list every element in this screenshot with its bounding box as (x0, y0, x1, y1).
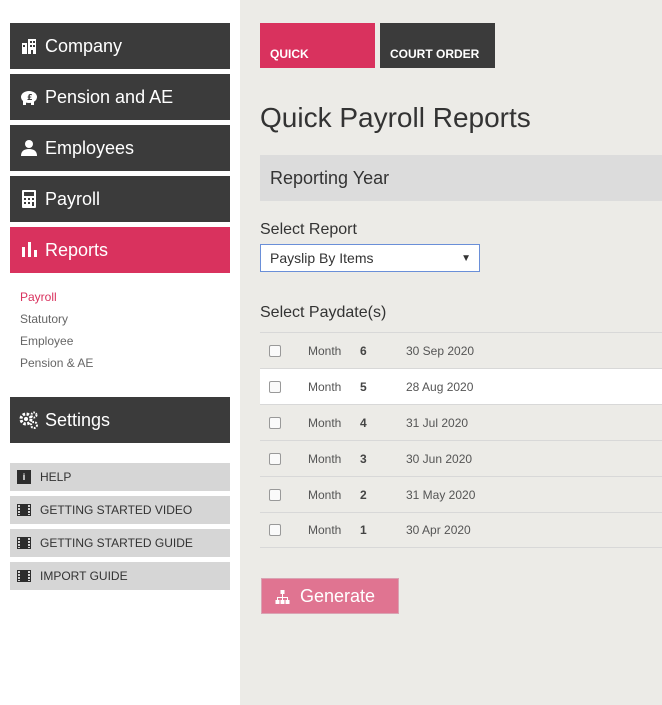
help-label: IMPORT GUIDE (40, 569, 128, 583)
page-title: Quick Payroll Reports (260, 102, 531, 133)
subnav-employee[interactable]: Employee (20, 334, 74, 348)
paydate-checkbox[interactable] (269, 488, 281, 501)
nav-employees[interactable]: Employees (10, 125, 230, 171)
period-number: 1 (360, 523, 367, 537)
calculator-icon (19, 189, 39, 209)
getting-started-guide-button[interactable]: GETTING STARTED GUIDE (10, 529, 230, 557)
paydate-row[interactable]: Month 1 30 Apr 2020 (260, 512, 662, 548)
paydate-row[interactable]: Month 6 30 Sep 2020 (260, 332, 662, 368)
paydate: 31 Jul 2020 (406, 415, 469, 430)
select-paydate-label: Select Paydate(s) (260, 304, 387, 321)
period-label: Month (308, 415, 342, 430)
nav-label: Pension and AE (45, 86, 174, 107)
nav-settings[interactable]: Settings (10, 397, 230, 443)
subnav-statutory[interactable]: Statutory (20, 312, 69, 326)
period-number: 5 (360, 379, 367, 394)
select-report-label: Select Report (260, 221, 357, 238)
paydate-row[interactable]: Month 5 28 Aug 2020 (260, 368, 662, 404)
help-label: GETTING STARTED GUIDE (40, 536, 193, 550)
import-guide-button[interactable]: IMPORT GUIDE (10, 562, 230, 590)
subnav-pension-ae[interactable]: Pension & AE (20, 356, 94, 370)
getting-started-video-button[interactable]: GETTING STARTED VIDEO (10, 496, 230, 524)
film-icon (17, 504, 31, 516)
period-number: 2 (360, 487, 367, 502)
paydate: 30 Jun 2020 (406, 451, 473, 466)
sitemap-icon (275, 589, 290, 604)
paydate-checkbox[interactable] (269, 344, 281, 357)
reporting-year-header[interactable]: Reporting Year (260, 155, 662, 201)
main-content: QUICK COURT ORDER Quick Payroll Reports … (240, 0, 662, 705)
period-label: Month (308, 343, 342, 358)
period-label: Month (308, 487, 342, 502)
nav-label: Settings (45, 409, 111, 430)
paydate-checkbox[interactable] (269, 452, 281, 465)
paydate: 31 May 2020 (406, 487, 476, 502)
nav-pension[interactable]: £ Pension and AE (10, 74, 230, 120)
nav-label: Company (45, 35, 123, 56)
paydate: 30 Apr 2020 (406, 523, 471, 537)
paydate-checkbox[interactable] (269, 524, 281, 536)
nav-label: Payroll (45, 188, 101, 209)
paydate: 28 Aug 2020 (406, 379, 474, 394)
person-icon (19, 138, 39, 158)
paydate-list: Month 6 30 Sep 2020 Month 5 28 Aug 2020 … (260, 332, 662, 548)
period-number: 6 (360, 343, 367, 358)
paydate-row[interactable]: Month 2 31 May 2020 (260, 476, 662, 512)
period-label: Month (308, 523, 342, 537)
dropdown-arrow-icon: ▼ (461, 253, 471, 264)
paydate-checkbox[interactable] (269, 416, 281, 429)
period-number: 4 (360, 415, 367, 430)
period-label: Month (308, 379, 342, 394)
film-icon (17, 537, 31, 549)
piggy-bank-icon: £ (19, 87, 39, 107)
help-label: HELP (40, 470, 72, 484)
info-icon: i (17, 470, 31, 484)
reports-subnav: Payroll Statutory Employee Pension & AE (20, 286, 93, 374)
report-select[interactable]: Payslip By Items ▼ (260, 244, 480, 272)
gears-icon (19, 410, 39, 430)
paydate-row[interactable]: Month 3 30 Jun 2020 (260, 440, 662, 476)
bar-chart-icon (19, 240, 39, 260)
tab-quick[interactable]: QUICK (260, 23, 375, 68)
nav-label: Employees (45, 137, 135, 158)
period-number: 3 (360, 451, 367, 466)
report-select-value: Payslip By Items (270, 250, 374, 266)
tab-court-order[interactable]: COURT ORDER (380, 23, 495, 68)
sidebar: Company £ Pension and AE Employees Payro… (0, 0, 240, 705)
paydate-checkbox[interactable] (269, 380, 281, 393)
help-button[interactable]: i HELP (10, 463, 230, 491)
paydate-row[interactable]: Month 4 31 Jul 2020 (260, 404, 662, 440)
subnav-payroll[interactable]: Payroll (20, 290, 57, 304)
help-label: GETTING STARTED VIDEO (40, 503, 193, 517)
generate-button[interactable]: Generate (261, 578, 399, 614)
building-icon (19, 36, 39, 56)
period-label: Month (308, 451, 342, 466)
nav-company[interactable]: Company (10, 23, 230, 69)
film-icon (17, 570, 31, 582)
svg-text:£: £ (27, 93, 33, 102)
generate-label: Generate (300, 585, 376, 606)
nav-reports[interactable]: Reports (10, 227, 230, 273)
nav-payroll[interactable]: Payroll (10, 176, 230, 222)
nav-label: Reports (45, 239, 109, 260)
paydate: 30 Sep 2020 (406, 343, 475, 358)
